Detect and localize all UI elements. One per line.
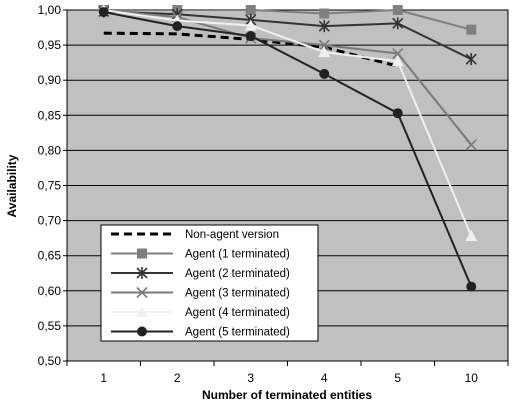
data-point	[244, 19, 257, 31]
y-tick-label: 1,00	[38, 3, 62, 17]
legend: Non-agent version Agent (1 terminated) Age…	[100, 224, 319, 342]
y-tick-label: 0,65	[38, 249, 62, 263]
data-point	[318, 20, 330, 33]
series-line	[103, 9, 472, 31]
x-axis-title: Number of terminated entities	[202, 388, 372, 402]
y-tick-label: 0,95	[38, 38, 62, 52]
series-line	[103, 10, 472, 61]
x-tick-label: 2	[174, 371, 181, 385]
data-point	[465, 139, 477, 151]
y-tick-label: 0,85	[38, 108, 62, 122]
x-tick-label: 5	[394, 371, 401, 385]
x-tick-labels: 1 2 3 4 5 10	[100, 371, 478, 385]
data-point	[392, 108, 403, 119]
legend-marker	[136, 306, 148, 317]
data-point	[391, 55, 404, 67]
x-tick-label: 1	[100, 371, 107, 385]
data-point	[392, 17, 404, 30]
legend-label: Non-agent version	[185, 229, 279, 241]
y-axis-title: Availability	[5, 154, 19, 217]
series-line	[103, 9, 473, 237]
legend-marker	[137, 326, 147, 337]
x-tick-label: 3	[247, 371, 254, 385]
data-point	[466, 281, 477, 292]
legend-box	[100, 224, 319, 342]
data-point	[319, 8, 330, 19]
y-tick-labels: 0,50 0,55 0,60 0,65 0,70 0,75 0,80 0,85 0,90 0,95…	[38, 3, 62, 368]
legend-label: Agent (5 terminated)	[185, 327, 290, 339]
series-6	[98, 7, 477, 292]
y-tick-label: 0,75	[38, 179, 62, 193]
legend-marker	[136, 267, 148, 279]
legend-marker	[137, 248, 147, 259]
data-point	[245, 5, 256, 15]
data-point	[172, 21, 183, 32]
legend-label: Agent (2 terminated)	[185, 268, 290, 280]
data-point	[392, 5, 403, 15]
data-point	[98, 7, 109, 18]
axes	[63, 9, 509, 366]
data-point	[465, 53, 477, 66]
data-point	[245, 30, 256, 41]
series-group	[97, 4, 478, 292]
y-tick-label: 0,80	[38, 143, 62, 157]
data-point	[318, 39, 330, 51]
y-tick-label: 0,70	[38, 214, 62, 228]
data-point	[392, 47, 404, 60]
y-tick-label: 0,90	[38, 73, 62, 87]
y-tick-label: 0,60	[38, 284, 62, 298]
legend-label: Agent (3 terminated)	[185, 288, 290, 300]
legend-label: Agent (4 terminated)	[185, 307, 290, 319]
legend-marker	[136, 286, 148, 299]
y-tick-label: 0,55	[38, 319, 62, 333]
data-point	[318, 46, 331, 58]
data-point	[319, 68, 330, 79]
y-tick-label: 0,50	[38, 354, 62, 368]
data-point	[465, 230, 478, 242]
data-point	[466, 24, 477, 35]
series-line	[103, 9, 473, 146]
x-tick-label: 4	[321, 371, 328, 385]
legend-label: Agent (1 terminated)	[185, 249, 290, 261]
x-tick-label: 10	[465, 371, 479, 385]
series-line	[103, 11, 473, 287]
